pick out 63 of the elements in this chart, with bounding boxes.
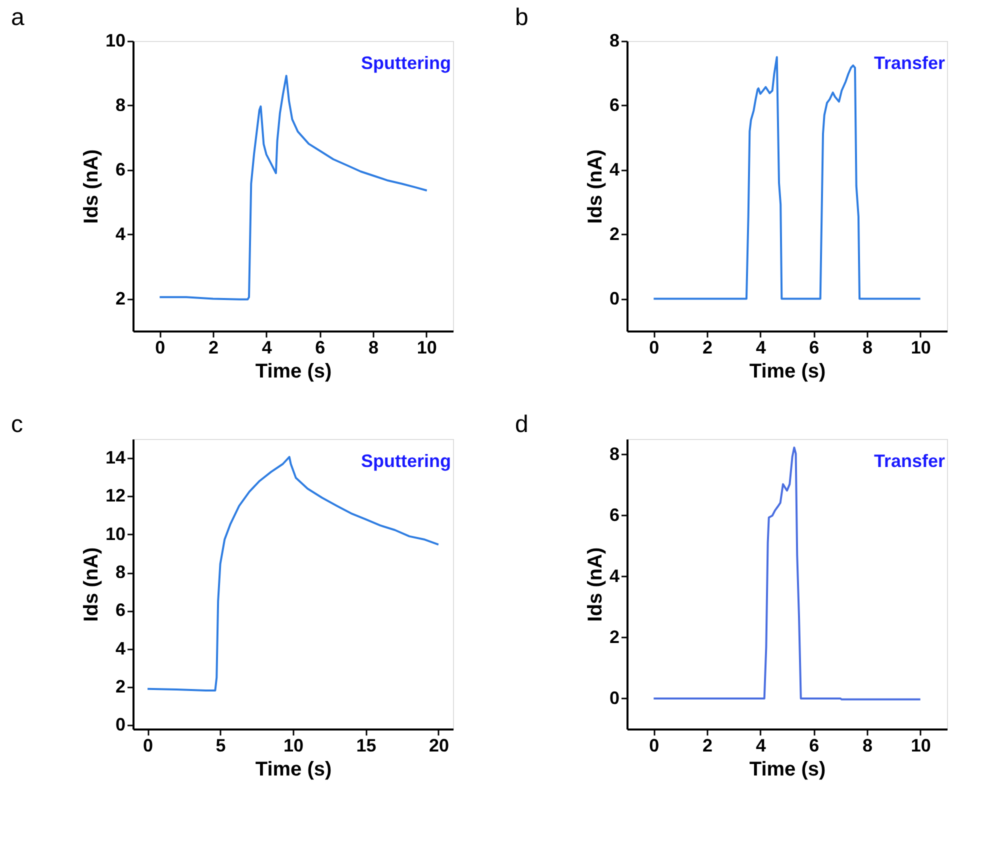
y-tick-label: 6	[115, 600, 126, 620]
y-axis-title: Ids (nA)	[584, 547, 606, 622]
y-tick-label: 4	[115, 224, 126, 244]
y-axis-title: Ids (nA)	[80, 149, 102, 224]
y-axis-title: Ids (nA)	[80, 547, 102, 622]
y-tick-label: 6	[609, 94, 620, 115]
x-tick-label: 6	[315, 338, 326, 358]
x-tick-label: 0	[143, 736, 154, 756]
x-axis-title: Time (s)	[255, 758, 332, 780]
chart-title: c	[10, 411, 23, 438]
y-tick-label: 10	[105, 30, 126, 50]
x-tick-label: 8	[368, 338, 379, 358]
y-tick-label: 6	[115, 159, 126, 180]
y-tick-label: 10	[105, 524, 126, 544]
y-tick-label: 14	[105, 448, 126, 468]
y-tick-label: 2	[609, 224, 620, 244]
y-tick-label: 4	[609, 159, 620, 180]
y-tick-label: 8	[115, 562, 126, 582]
x-tick-label: 4	[756, 338, 766, 358]
y-axis-title: Ids (nA)	[584, 149, 606, 224]
x-tick-label: 2	[208, 338, 219, 358]
x-tick-label: 10	[910, 338, 931, 358]
x-tick-label: 6	[809, 736, 820, 756]
x-tick-label: 2	[702, 736, 713, 756]
x-axis-title: Time (s)	[255, 360, 332, 382]
line-series	[158, 74, 428, 300]
y-tick-label: 8	[609, 30, 620, 50]
x-tick-label: 10	[910, 736, 931, 756]
x-tick-label: 0	[649, 736, 660, 756]
x-tick-label: 8	[862, 338, 873, 358]
y-tick-label: 2	[609, 626, 620, 647]
annotation: Transfer	[874, 451, 945, 471]
x-tick-label: 15	[356, 736, 376, 756]
chart-title: b	[514, 4, 528, 31]
x-tick-label: 5	[216, 736, 226, 756]
y-tick-label: 0	[115, 714, 126, 735]
chart-title: a	[10, 4, 25, 31]
y-tick-label: 2	[115, 288, 126, 308]
x-tick-label: 0	[649, 338, 660, 358]
y-tick-label: 6	[609, 504, 620, 525]
x-axis-title: Time (s)	[749, 360, 826, 382]
x-tick-label: 8	[862, 736, 873, 756]
chart-title: d	[514, 411, 528, 438]
y-tick-label: 0	[609, 688, 620, 708]
y-tick-label: 0	[609, 288, 620, 308]
x-tick-label: 6	[809, 338, 820, 358]
x-tick-label: 0	[155, 338, 166, 358]
y-tick-label: 2	[115, 676, 126, 697]
y-tick-label: 4	[609, 566, 620, 586]
x-tick-label: 4	[756, 736, 766, 756]
y-tick-label: 12	[105, 486, 126, 506]
x-tick-label: 2	[702, 338, 713, 358]
annotation: Sputtering	[361, 451, 451, 471]
x-tick-label: 4	[262, 338, 272, 358]
y-tick-label: 8	[609, 444, 620, 464]
x-tick-label: 20	[428, 736, 449, 756]
y-tick-label: 4	[115, 638, 126, 658]
annotation: Transfer	[874, 53, 945, 73]
x-axis-title: Time (s)	[749, 758, 826, 780]
x-tick-label: 10	[283, 736, 304, 756]
x-tick-label: 10	[416, 338, 437, 358]
y-tick-label: 8	[115, 94, 126, 115]
annotation: Sputtering	[361, 53, 451, 73]
